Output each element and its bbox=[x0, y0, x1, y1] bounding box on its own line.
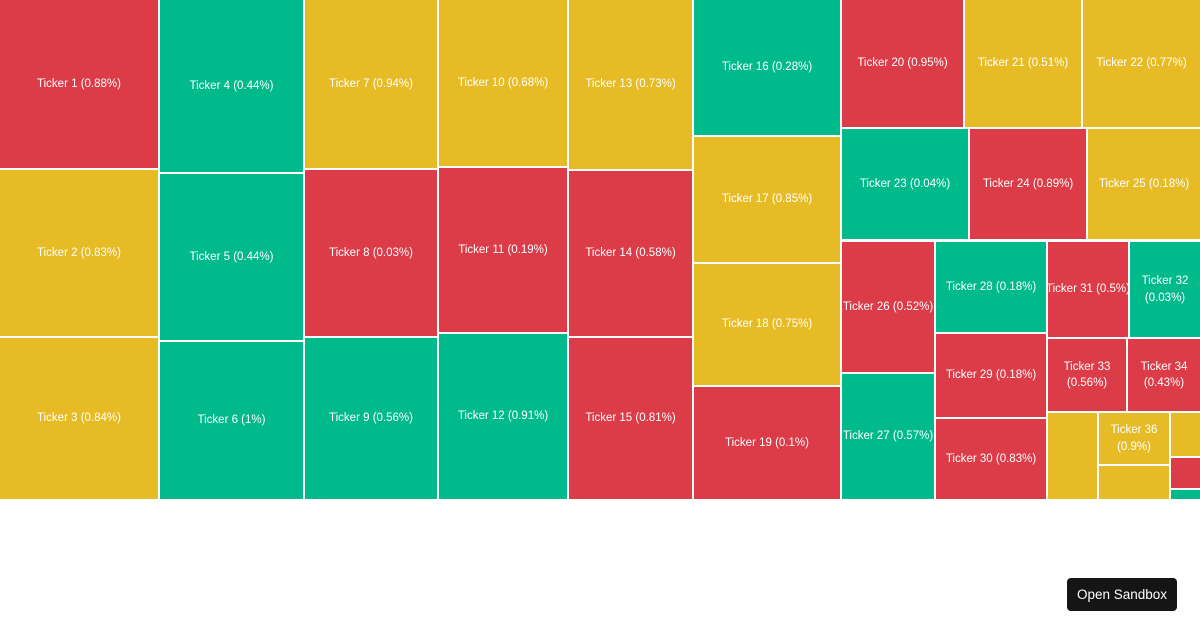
treemap-cell[interactable]: Ticker 31 (0.5%) bbox=[1048, 242, 1128, 337]
treemap-cell[interactable]: Ticker 34 (0.43%) bbox=[1128, 339, 1200, 411]
treemap-cell-label: Ticker 36 (0.9%) bbox=[1110, 424, 1158, 453]
treemap-cell-label: Ticker 27 (0.57%) bbox=[842, 430, 934, 443]
treemap-cell[interactable]: Ticker 5 (0.44%) bbox=[160, 174, 303, 340]
treemap-cell[interactable]: Ticker 10 (0.68%) bbox=[439, 0, 567, 166]
treemap-cell-label: Ticker 34 (0.43%) bbox=[1140, 360, 1188, 389]
treemap-cell-label: Ticker 9 (0.56%) bbox=[329, 412, 413, 425]
treemap-cell-label: Ticker 16 (0.28%) bbox=[721, 61, 813, 74]
treemap-cell-label: Ticker 11 (0.19%) bbox=[458, 243, 548, 256]
treemap-cell[interactable]: Ticker 7 (0.94%) bbox=[305, 0, 437, 168]
treemap-cell-label: Ticker 2 (0.83%) bbox=[37, 246, 121, 259]
treemap-cell-label: Ticker 15 (0.81%) bbox=[585, 412, 676, 425]
treemap-cell[interactable]: Ticker 24 (0.89%) bbox=[970, 129, 1086, 239]
treemap-cell[interactable]: Ticker 32 (0.03%) bbox=[1130, 242, 1200, 337]
treemap-cell-label: Ticker 29 (0.18%) bbox=[945, 369, 1037, 382]
treemap-cell[interactable] bbox=[1171, 458, 1200, 488]
treemap-cell[interactable] bbox=[1171, 413, 1200, 456]
treemap-cell-label: Ticker 26 (0.52%) bbox=[842, 300, 934, 313]
treemap-cell[interactable] bbox=[1048, 413, 1097, 499]
treemap-cell-label: Ticker 4 (0.44%) bbox=[189, 79, 274, 92]
treemap-cell-label: Ticker 21 (0.51%) bbox=[977, 57, 1069, 70]
treemap: Ticker 1 (0.88%) Ticker 2 (0.83%) Ticker 3… bbox=[0, 0, 1200, 499]
treemap-cell-label: Ticker 14 (0.58%) bbox=[585, 247, 676, 260]
treemap-cell[interactable]: Ticker 26 (0.52%) bbox=[842, 242, 934, 372]
open-sandbox-button[interactable]: Open Sandbox bbox=[1067, 578, 1177, 611]
treemap-cell-label: Ticker 3 (0.84%) bbox=[37, 412, 121, 425]
treemap-cell-label: Ticker 13 (0.73%) bbox=[585, 78, 676, 91]
treemap-cell-label: Ticker 5 (0.44%) bbox=[189, 250, 274, 263]
treemap-cell[interactable]: Ticker 1 (0.88%) bbox=[0, 0, 158, 168]
treemap-cell[interactable] bbox=[1171, 490, 1200, 499]
treemap-cell[interactable]: Ticker 8 (0.03%) bbox=[305, 170, 437, 336]
treemap-cell-label: Ticker 8 (0.03%) bbox=[329, 246, 413, 259]
treemap-cell-label: Ticker 6 (1%) bbox=[197, 414, 266, 427]
treemap-cell[interactable]: Ticker 9 (0.56%) bbox=[305, 338, 437, 499]
treemap-cell[interactable]: Ticker 14 (0.58%) bbox=[569, 171, 692, 336]
treemap-cell-label: Ticker 7 (0.94%) bbox=[329, 77, 413, 90]
treemap-cell-label: Ticker 22 (0.77%) bbox=[1096, 57, 1187, 70]
treemap-cell[interactable]: Ticker 11 (0.19%) bbox=[439, 168, 567, 332]
treemap-cell[interactable]: Ticker 17 (0.85%) bbox=[694, 137, 840, 262]
treemap-cell[interactable]: Ticker 25 (0.18%) bbox=[1088, 129, 1200, 239]
treemap-cell[interactable] bbox=[1099, 466, 1169, 499]
treemap-cell-label: Ticker 28 (0.18%) bbox=[945, 280, 1037, 293]
treemap-cell-label: Ticker 17 (0.85%) bbox=[721, 193, 813, 206]
treemap-cell-label: Ticker 19 (0.1%) bbox=[725, 436, 809, 449]
treemap-cell-label: Ticker 33 (0.56%) bbox=[1063, 360, 1111, 389]
treemap-cell[interactable]: Ticker 2 (0.83%) bbox=[0, 170, 158, 336]
treemap-cell[interactable]: Ticker 27 (0.57%) bbox=[842, 374, 934, 499]
treemap-cell-label: Ticker 18 (0.75%) bbox=[721, 318, 813, 331]
treemap-cell-label: Ticker 32 (0.03%) bbox=[1141, 275, 1189, 304]
treemap-cell-label: Ticker 30 (0.83%) bbox=[945, 452, 1037, 465]
treemap-cell[interactable]: Ticker 30 (0.83%) bbox=[936, 419, 1046, 499]
treemap-cell[interactable]: Ticker 19 (0.1%) bbox=[694, 387, 840, 499]
treemap-cell[interactable]: Ticker 18 (0.75%) bbox=[694, 264, 840, 385]
treemap-cell-label: Ticker 12 (0.91%) bbox=[457, 410, 549, 423]
treemap-cell[interactable]: Ticker 20 (0.95%) bbox=[842, 0, 963, 127]
treemap-cell[interactable]: Ticker 33 (0.56%) bbox=[1048, 339, 1126, 411]
treemap-cell-label: Ticker 20 (0.95%) bbox=[857, 57, 948, 70]
treemap-cell[interactable]: Ticker 23 (0.04%) bbox=[842, 129, 968, 239]
treemap-cell[interactable]: Ticker 21 (0.51%) bbox=[965, 0, 1081, 127]
treemap-cell[interactable]: Ticker 36 (0.9%) bbox=[1099, 413, 1169, 464]
treemap-cell-label: Ticker 23 (0.04%) bbox=[859, 177, 951, 190]
treemap-cell[interactable]: Ticker 3 (0.84%) bbox=[0, 338, 158, 499]
treemap-cell[interactable]: Ticker 12 (0.91%) bbox=[439, 334, 567, 499]
treemap-cell[interactable]: Ticker 6 (1%) bbox=[160, 342, 303, 499]
treemap-cell[interactable]: Ticker 22 (0.77%) bbox=[1083, 0, 1200, 127]
treemap-cell[interactable]: Ticker 15 (0.81%) bbox=[569, 338, 692, 499]
treemap-cell[interactable]: Ticker 13 (0.73%) bbox=[569, 0, 692, 169]
treemap-cell-label: Ticker 25 (0.18%) bbox=[1098, 177, 1190, 190]
treemap-cell-label: Ticker 10 (0.68%) bbox=[457, 76, 549, 89]
treemap-cell-label: Ticker 24 (0.89%) bbox=[982, 177, 1074, 190]
treemap-cell[interactable]: Ticker 28 (0.18%) bbox=[936, 242, 1046, 332]
treemap-cell[interactable]: Ticker 4 (0.44%) bbox=[160, 0, 303, 172]
treemap-cell[interactable]: Ticker 16 (0.28%) bbox=[694, 0, 840, 135]
treemap-cell[interactable]: Ticker 29 (0.18%) bbox=[936, 334, 1046, 417]
treemap-cell-label: Ticker 1 (0.88%) bbox=[37, 77, 121, 90]
treemap-cell-label: Ticker 31 (0.5%) bbox=[1048, 283, 1128, 296]
